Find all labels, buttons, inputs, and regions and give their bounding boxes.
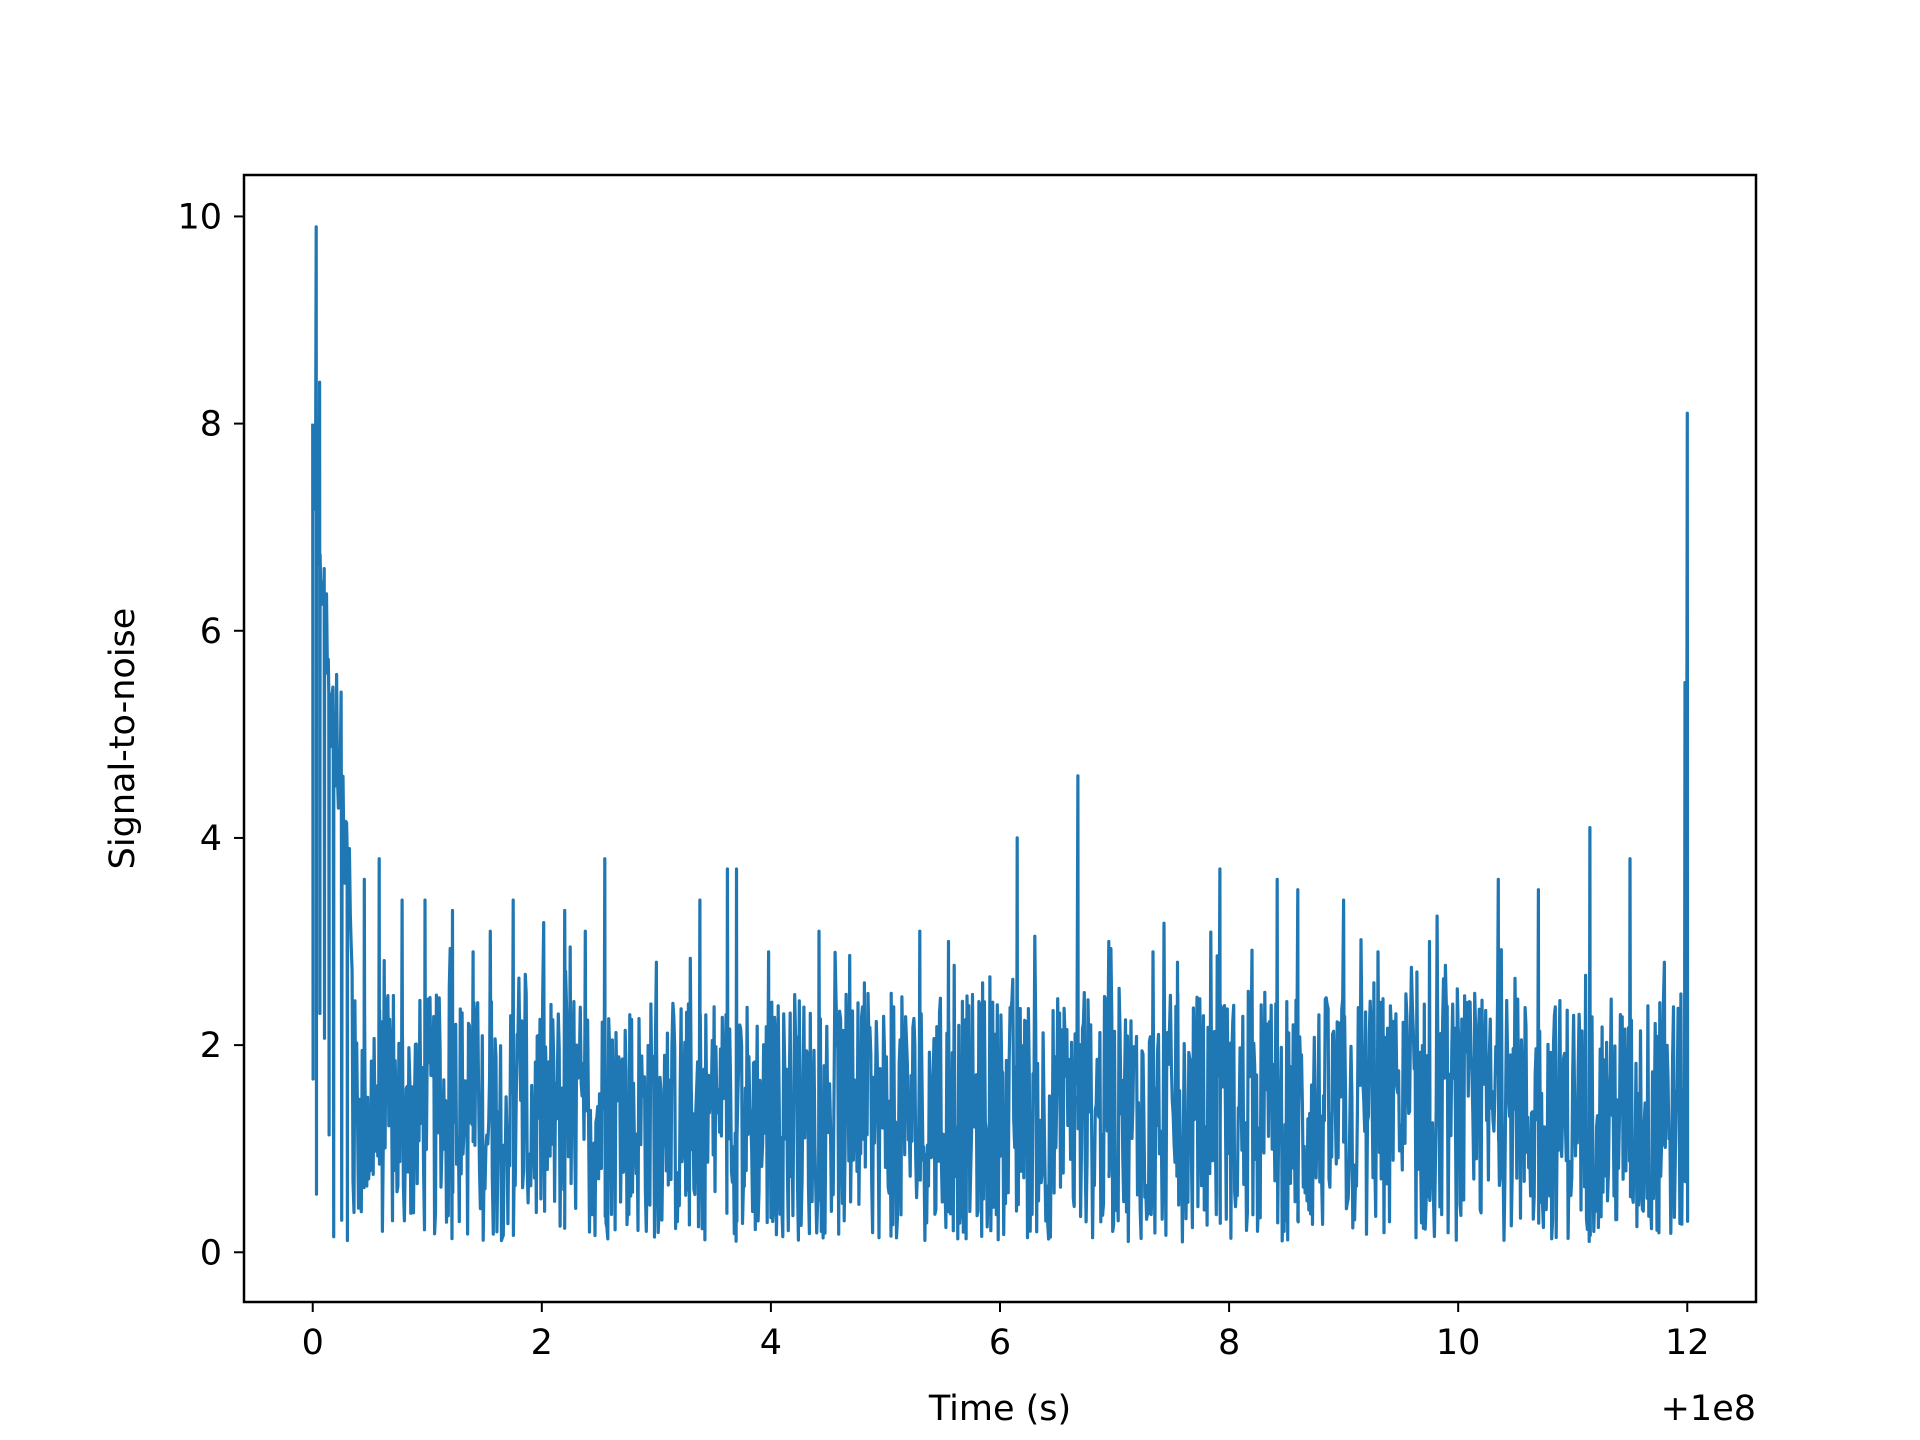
x-tick-label: 12: [1665, 1323, 1710, 1363]
x-tick-label: 10: [1436, 1323, 1481, 1363]
x-axis-label: Time (s): [928, 1389, 1071, 1429]
snr-series-line: [311, 225, 1690, 1244]
y-axis-ticks: 0 2 4 6 8 10: [177, 197, 244, 1273]
x-tick-label: 2: [531, 1323, 553, 1363]
y-tick-label: 0: [200, 1233, 222, 1273]
y-axis-label: Signal-to-noise: [103, 608, 143, 870]
y-tick-label: 10: [177, 197, 222, 237]
y-tick-label: 2: [200, 1026, 222, 1066]
series-layer: [311, 225, 1690, 1244]
y-tick-label: 4: [200, 819, 222, 859]
x-axis-ticks: 0 2 4 6 8 10 12: [302, 1302, 1710, 1363]
x-tick-label: 4: [760, 1323, 782, 1363]
x-tick-label: 8: [1218, 1323, 1240, 1363]
x-tick-label: 0: [302, 1323, 324, 1363]
y-tick-label: 6: [200, 612, 222, 652]
x-tick-label: 6: [989, 1323, 1011, 1363]
y-tick-label: 8: [200, 405, 222, 445]
x-axis-offset-text: +1e8: [1661, 1389, 1756, 1429]
